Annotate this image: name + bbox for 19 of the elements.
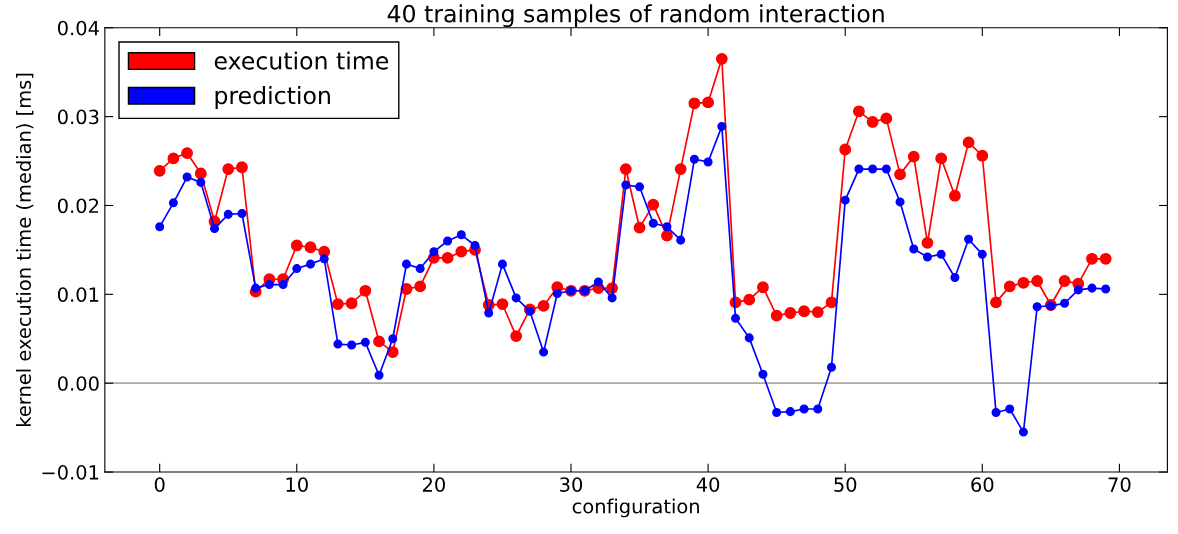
x-tick-label: 0 <box>154 477 165 492</box>
x-tick-label: 70 <box>1108 477 1131 492</box>
x-tick-label: 50 <box>834 477 857 492</box>
y-tick-label: −0.01 <box>42 465 99 480</box>
x-tick-label: 40 <box>696 477 720 492</box>
y-tick-label: 0.04 <box>57 20 99 36</box>
y-tick-label: 0.01 <box>57 287 99 302</box>
chart-title: 40 training samples of random interaction <box>387 4 884 28</box>
x-tick-label: 20 <box>422 477 445 492</box>
y-tick-label: 0.00 <box>57 376 99 391</box>
y-axis-title: kernel execution time (median) [ms] <box>16 73 34 426</box>
x-tick-label: 30 <box>560 477 583 492</box>
x-tick-label: 10 <box>286 477 308 492</box>
legend-label: execution time <box>214 51 389 70</box>
legend-label: prediction <box>215 86 330 109</box>
x-tick-label: 60 <box>971 477 994 492</box>
y-tick-label: 0.02 <box>57 198 99 214</box>
y-tick-label: 0.03 <box>57 109 99 125</box>
x-axis-title: configuration <box>572 498 699 518</box>
